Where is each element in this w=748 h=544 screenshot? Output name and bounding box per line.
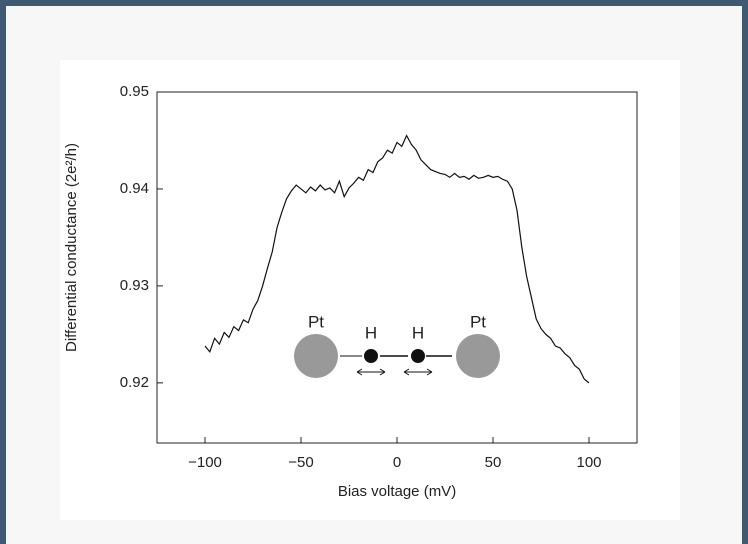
x-axis-label: Bias voltage (mV)	[338, 483, 456, 500]
y-tick-label: 0.95	[120, 83, 149, 100]
x-tick-label: 0	[393, 454, 401, 471]
inset-diagram	[294, 334, 500, 378]
x-tick-label: −100	[188, 454, 222, 471]
h-atom	[364, 349, 378, 363]
y-tick-label: 0.93	[120, 277, 149, 294]
annotation: H	[365, 323, 377, 342]
pt-atom	[294, 334, 338, 378]
y-tick-label: 0.94	[120, 180, 149, 197]
annotation: H	[412, 323, 424, 342]
plot-background	[60, 60, 680, 520]
y-axis-label: Differential conductance (2e²/h)	[63, 143, 80, 352]
annotation: Pt	[308, 312, 324, 331]
x-tick-label: 100	[576, 454, 601, 471]
x-tick-label: 50	[485, 454, 502, 471]
annotation: Pt	[470, 312, 486, 331]
arrow	[403, 368, 433, 376]
y-tick-label: 0.92	[120, 374, 149, 391]
data-line	[204, 134, 590, 384]
h-atom	[411, 349, 425, 363]
x-tick-label: −50	[288, 454, 313, 471]
axes-box	[156, 91, 638, 444]
arrow	[356, 368, 386, 376]
pt-atom	[456, 334, 500, 378]
